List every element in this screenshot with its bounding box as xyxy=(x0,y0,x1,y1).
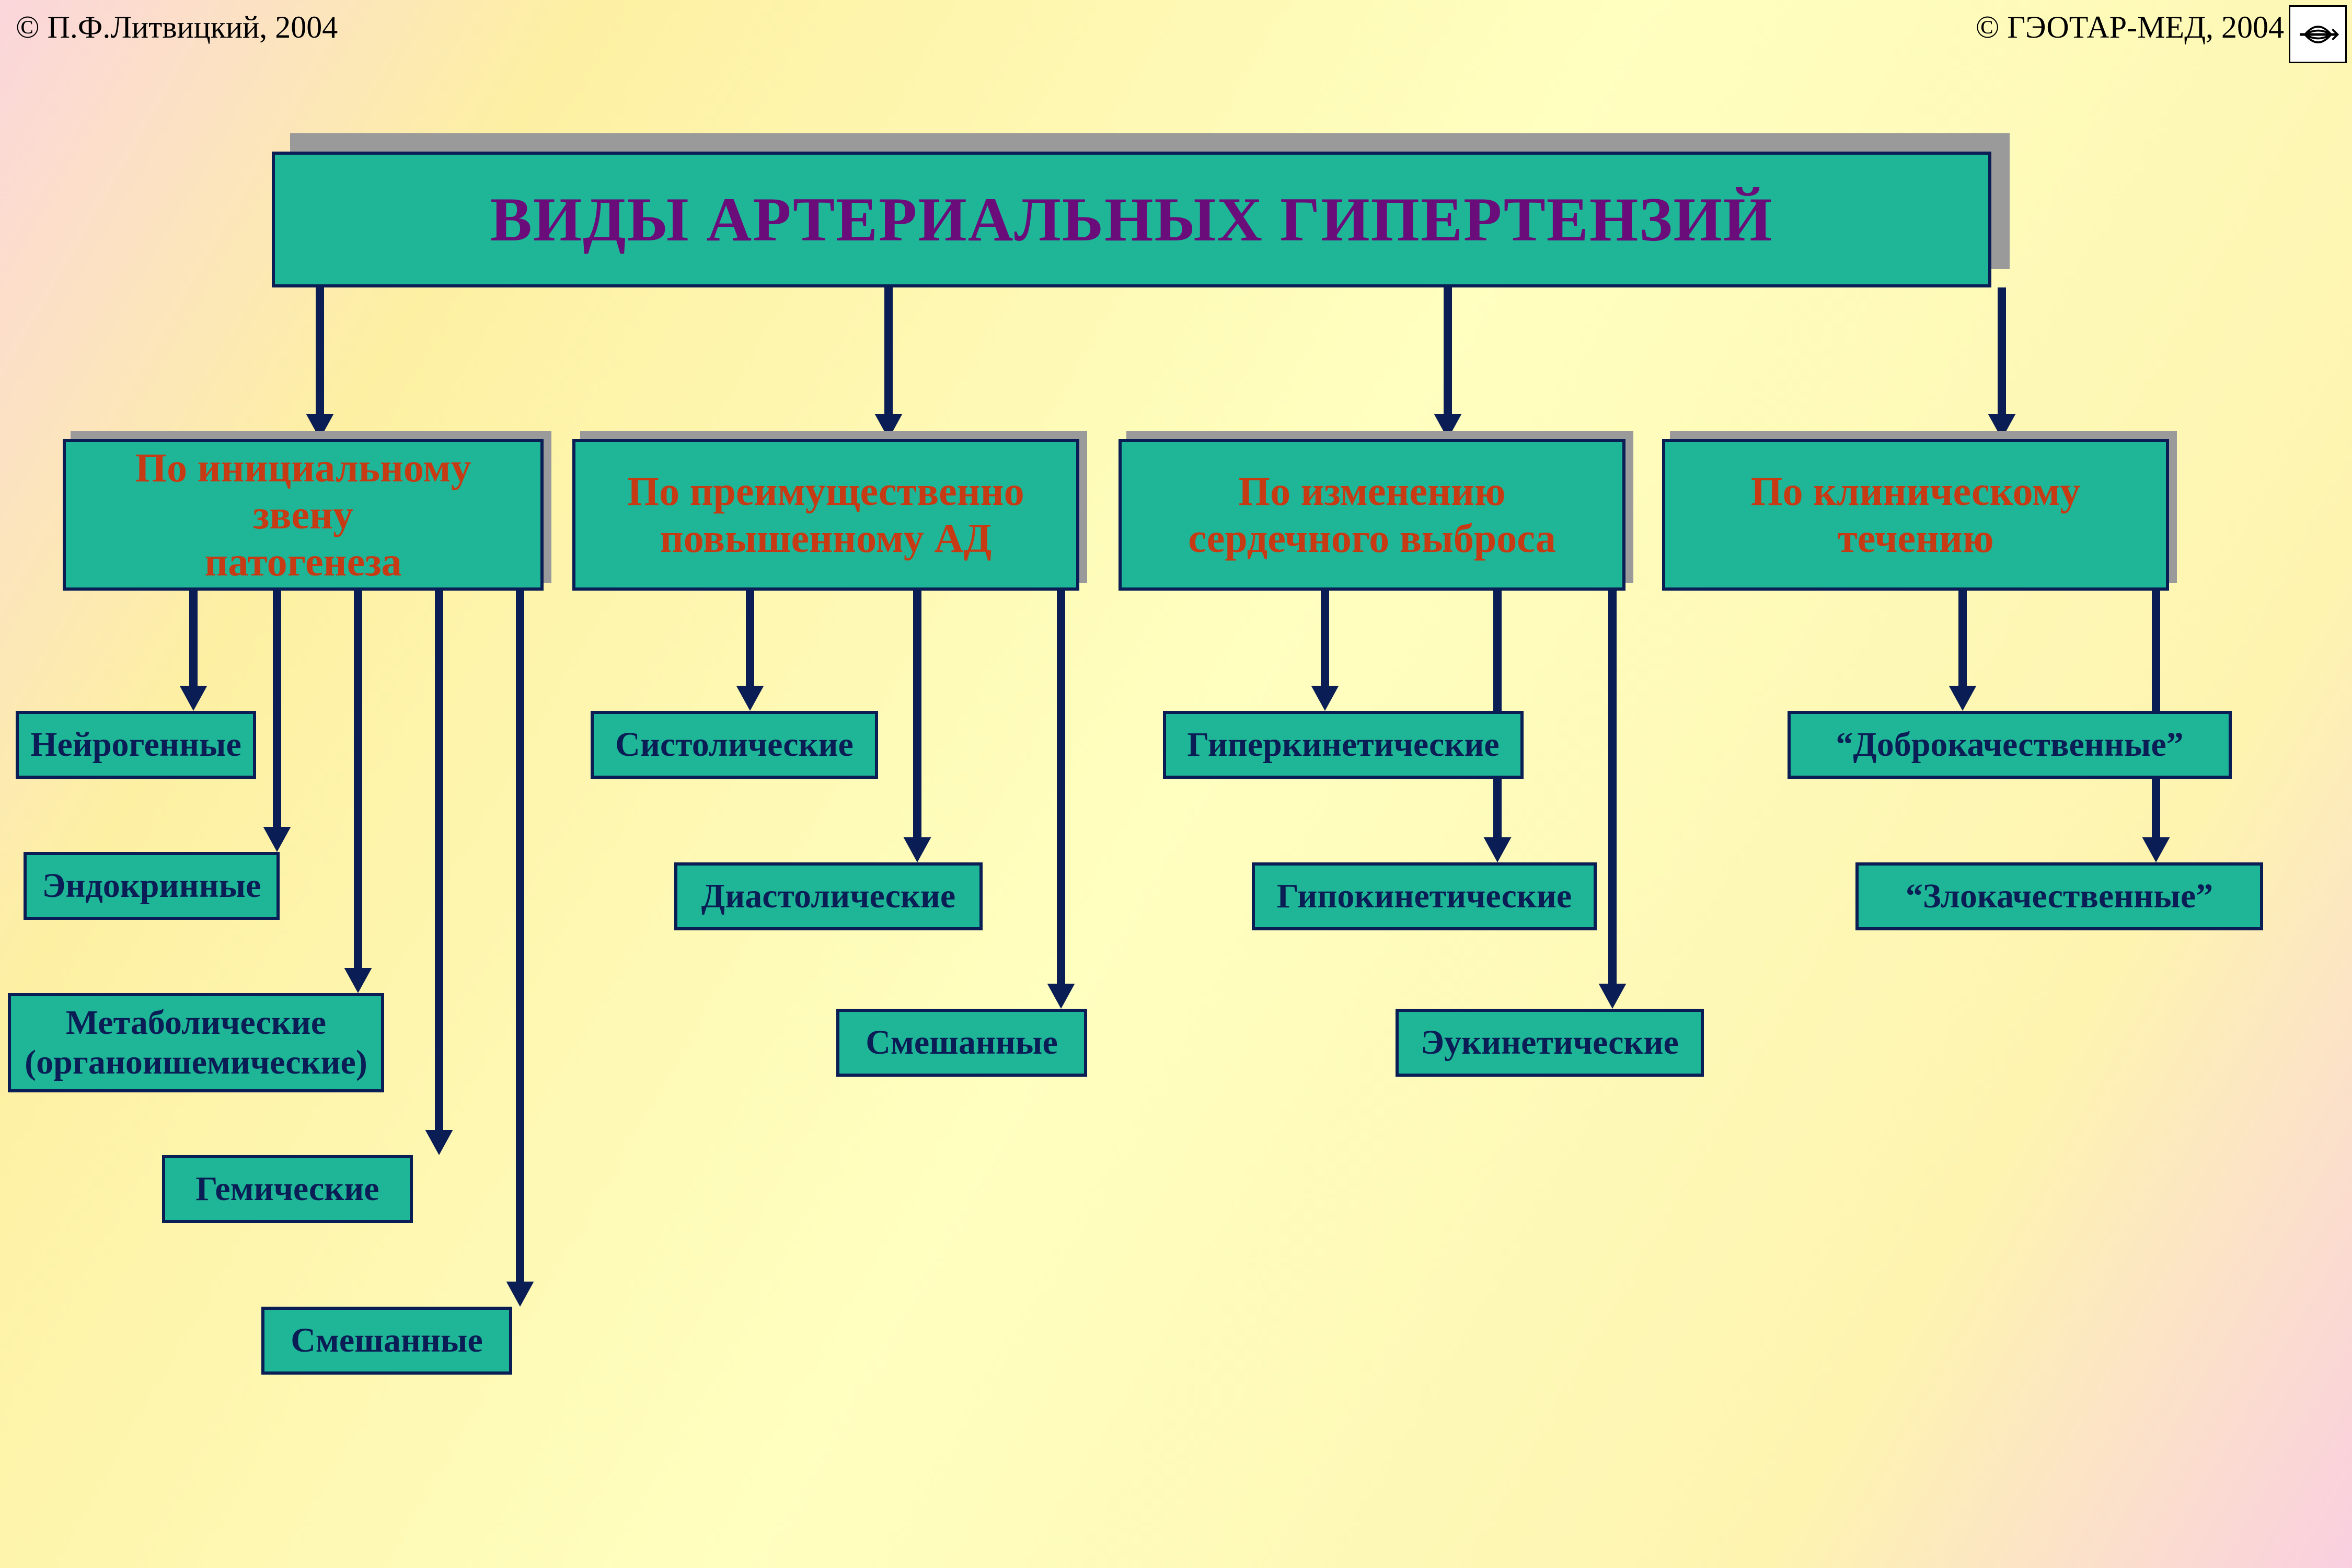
category-box-cat2: По преимущественноповышенному АД xyxy=(572,439,1079,591)
leaf-label: “Злокачественные” xyxy=(1906,877,2213,916)
leaf-label: Гемические xyxy=(195,1169,379,1209)
leaf-label: Метаболические(органоишемические) xyxy=(25,1003,367,1082)
diagram-title-label: ВИДЫ АРТЕРИАЛЬНЫХ ГИПЕРТЕНЗИЙ xyxy=(490,183,1773,256)
leaf-label: Эукинетические xyxy=(1421,1023,1679,1063)
leaf-box-c1l5: Смешанные xyxy=(261,1307,512,1375)
leaf-label: Смешанные xyxy=(291,1321,483,1361)
leaf-box-c2l1: Систолические xyxy=(591,711,878,779)
leaf-box-c3l1: Гиперкинетические xyxy=(1163,711,1524,779)
leaf-box-c1l2: Эндокринные xyxy=(24,852,280,920)
diagram-title: ВИДЫ АРТЕРИАЛЬНЫХ ГИПЕРТЕНЗИЙ xyxy=(272,152,1991,287)
leaf-label: Диастолические xyxy=(701,877,955,916)
category-box-cat1: По инициальномузвенупатогенеза xyxy=(63,439,544,591)
category-box-cat4: По клиническомутечению xyxy=(1662,439,2169,591)
leaf-box-c3l3: Эукинетические xyxy=(1396,1009,1704,1077)
category-label: По изменениюсердечного выброса xyxy=(1188,468,1556,561)
leaf-box-c2l3: Смешанные xyxy=(836,1009,1087,1077)
leaf-label: Нейрогенные xyxy=(30,725,241,765)
category-box-cat3: По изменениюсердечного выброса xyxy=(1119,439,1625,591)
publisher-logo-icon xyxy=(2289,5,2347,63)
leaf-box-c4l1: “Доброкачественные” xyxy=(1788,711,2232,779)
category-label: По преимущественноповышенному АД xyxy=(627,468,1024,561)
leaf-box-c1l1: Нейрогенные xyxy=(16,711,256,779)
category-label: По клиническомутечению xyxy=(1751,468,2080,561)
leaf-box-c2l2: Диастолические xyxy=(674,862,983,930)
leaf-label: Гиперкинетические xyxy=(1187,725,1499,765)
leaf-label: Гипокинетические xyxy=(1277,877,1572,916)
leaf-label: Систолические xyxy=(615,725,854,765)
leaf-box-c3l2: Гипокинетические xyxy=(1252,862,1597,930)
leaf-label: Смешанные xyxy=(866,1023,1058,1063)
copyright-right: © ГЭОТАР-МЕД, 2004 xyxy=(1976,9,2284,45)
category-label: По инициальномузвенупатогенеза xyxy=(135,444,471,585)
leaf-box-c1l4: Гемические xyxy=(162,1155,413,1223)
copyright-left: © П.Ф.Литвицкий, 2004 xyxy=(16,9,338,45)
leaf-label: Эндокринные xyxy=(42,866,261,906)
leaf-box-c1l3: Метаболические(органоишемические) xyxy=(8,993,384,1092)
leaf-box-c4l2: “Злокачественные” xyxy=(1855,862,2263,930)
leaf-label: “Доброкачественные” xyxy=(1836,725,2183,765)
